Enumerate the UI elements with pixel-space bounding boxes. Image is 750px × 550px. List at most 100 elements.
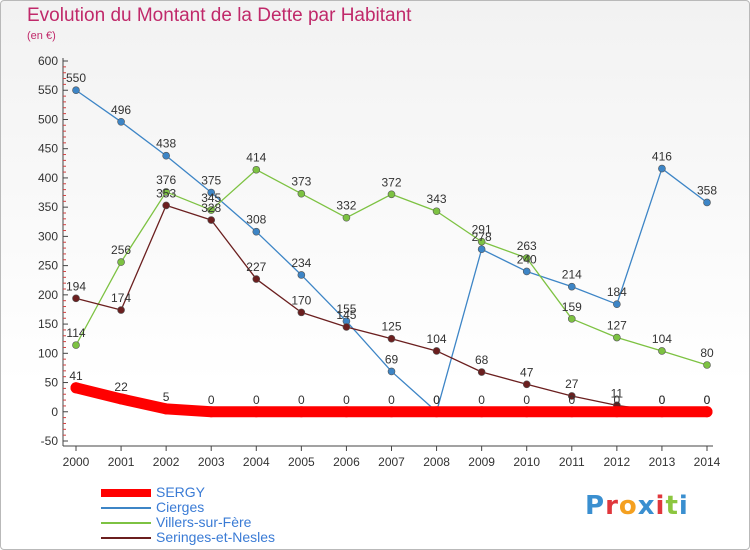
- data-point-seringes-et-nesles: [567, 392, 576, 400]
- data-label-cierges: 496: [111, 103, 131, 117]
- x-tick-label: 2010: [513, 455, 540, 469]
- legend-swatch: [101, 536, 151, 539]
- data-point-sergy: [340, 406, 352, 418]
- legend-item-cierges: Cierges: [101, 500, 275, 515]
- x-tick-label: 2014: [694, 455, 721, 469]
- data-point-villers-sur-fere: [477, 237, 486, 246]
- data-point-cierges: [703, 198, 711, 207]
- data-label-cierges: 184: [607, 285, 627, 299]
- x-tick-label: 2011: [559, 455, 585, 469]
- data-label-villers-sur-fere: 373: [291, 175, 311, 189]
- y-tick-label: 250: [38, 259, 58, 273]
- data-label-sergy: 0: [433, 393, 440, 407]
- data-label-seringes-et-nesles: 47: [520, 365, 534, 379]
- logo-letter: P: [585, 491, 606, 521]
- data-label-sergy: 0: [298, 393, 305, 407]
- data-point-cierges: [297, 271, 306, 279]
- chart-subtitle: (en €): [27, 30, 56, 42]
- y-tick-label: 200: [38, 288, 58, 302]
- data-point-villers-sur-fere: [567, 315, 576, 323]
- data-point-cierges: [162, 151, 170, 160]
- logo-letter: i: [655, 491, 666, 521]
- data-point-sergy: [656, 406, 668, 418]
- data-label-seringes-et-nesles: 125: [381, 320, 401, 334]
- data-point-villers-sur-fere: [342, 213, 351, 222]
- x-tick-label: 2005: [288, 455, 315, 469]
- data-label-villers-sur-fere: 345: [201, 191, 221, 205]
- data-point-cierges: [477, 245, 486, 254]
- data-label-sergy: 0: [614, 393, 621, 407]
- data-point-cierges: [72, 86, 80, 95]
- data-point-villers-sur-fere: [162, 188, 170, 196]
- data-point-sergy: [611, 406, 623, 418]
- data-point-villers-sur-fere: [72, 341, 80, 349]
- x-tick-label: 2007: [378, 455, 405, 469]
- data-label-villers-sur-fere: 376: [156, 173, 176, 187]
- data-label-sergy: 0: [253, 393, 260, 407]
- data-label-sergy: 0: [568, 393, 575, 407]
- data-point-seringes-et-nesles: [297, 308, 306, 317]
- legend: SERGY Cierges Villers-sur-Fère Seringes-et-…: [101, 485, 275, 545]
- proxiti-logo: Proxiti: [585, 491, 689, 521]
- legend-item-villers-sur-fere: Villers-sur-Fère: [101, 515, 275, 530]
- data-label-villers-sur-fere: 104: [652, 332, 672, 346]
- data-label-cierges: 0: [433, 393, 440, 407]
- data-point-seringes-et-nesles: [207, 216, 216, 224]
- data-label-cierges: 308: [246, 213, 266, 227]
- data-label-villers-sur-fere: 414: [246, 151, 266, 165]
- data-label-seringes-et-nesles: 227: [246, 260, 266, 274]
- logo-letter: x: [637, 491, 656, 521]
- data-point-sergy: [566, 406, 578, 418]
- legend-swatch: [101, 521, 151, 524]
- data-label-seringes-et-nesles: 174: [111, 291, 131, 305]
- data-label-cierges: 214: [562, 268, 582, 282]
- x-tick-label: 2012: [604, 455, 631, 469]
- legend-item-sergy: SERGY: [101, 485, 275, 500]
- data-label-cierges: 240: [517, 252, 537, 266]
- logo-letter: i: [678, 491, 689, 521]
- data-label-villers-sur-fere: 291: [472, 223, 492, 237]
- data-label-sergy: 0: [388, 393, 395, 407]
- legend-label: Cierges: [156, 499, 205, 515]
- data-point-villers-sur-fere: [207, 206, 216, 214]
- data-point-sergy: [250, 406, 262, 418]
- data-point-villers-sur-fere: [613, 333, 621, 342]
- data-label-villers-sur-fere: 127: [607, 319, 627, 333]
- data-point-seringes-et-nesles: [117, 306, 125, 314]
- data-point-sergy: [295, 406, 307, 418]
- data-label-cierges: 69: [385, 352, 399, 366]
- data-label-seringes-et-nesles: 353: [156, 186, 176, 200]
- y-tick-label: 0: [51, 405, 58, 419]
- x-tick-label: 2003: [198, 455, 225, 469]
- data-label-seringes-et-nesles: 145: [336, 308, 356, 322]
- x-tick-label: 2008: [423, 455, 450, 469]
- data-point-cierges: [252, 227, 261, 236]
- legend-label: Villers-sur-Fère: [156, 514, 252, 530]
- data-point-cierges: [117, 118, 125, 126]
- legend-item-seringes-et-nesles: Seringes-et-Nesles: [101, 530, 275, 545]
- data-point-cierges: [613, 300, 621, 309]
- data-point-villers-sur-fere: [522, 254, 531, 262]
- data-label-seringes-et-nesles: 0: [704, 393, 711, 407]
- chart-title: Evolution du Montant de la Dette par Hab…: [27, 5, 412, 26]
- data-label-cierges: 550: [66, 71, 86, 85]
- data-label-cierges: 358: [697, 183, 717, 197]
- data-label-sergy: 41: [69, 369, 83, 383]
- legend-swatch: [101, 506, 151, 509]
- x-tick-label: 2009: [468, 455, 495, 469]
- y-tick-label: 350: [38, 200, 58, 214]
- x-tick-label: 2006: [333, 455, 360, 469]
- data-label-sergy: 0: [523, 393, 530, 407]
- data-label-sergy: 0: [343, 393, 350, 407]
- data-point-seringes-et-nesles: [432, 347, 441, 355]
- data-label-seringes-et-nesles: 104: [427, 332, 447, 346]
- data-point-sergy: [115, 393, 127, 405]
- data-label-villers-sur-fere: 332: [336, 199, 356, 213]
- data-point-sergy: [476, 406, 488, 418]
- data-label-seringes-et-nesles: 68: [475, 353, 489, 367]
- data-label-villers-sur-fere: 256: [111, 243, 131, 257]
- y-tick-label: 100: [38, 346, 58, 360]
- x-tick-label: 2001: [108, 455, 135, 469]
- data-point-seringes-et-nesles: [162, 201, 170, 210]
- data-point-seringes-et-nesles: [342, 323, 351, 331]
